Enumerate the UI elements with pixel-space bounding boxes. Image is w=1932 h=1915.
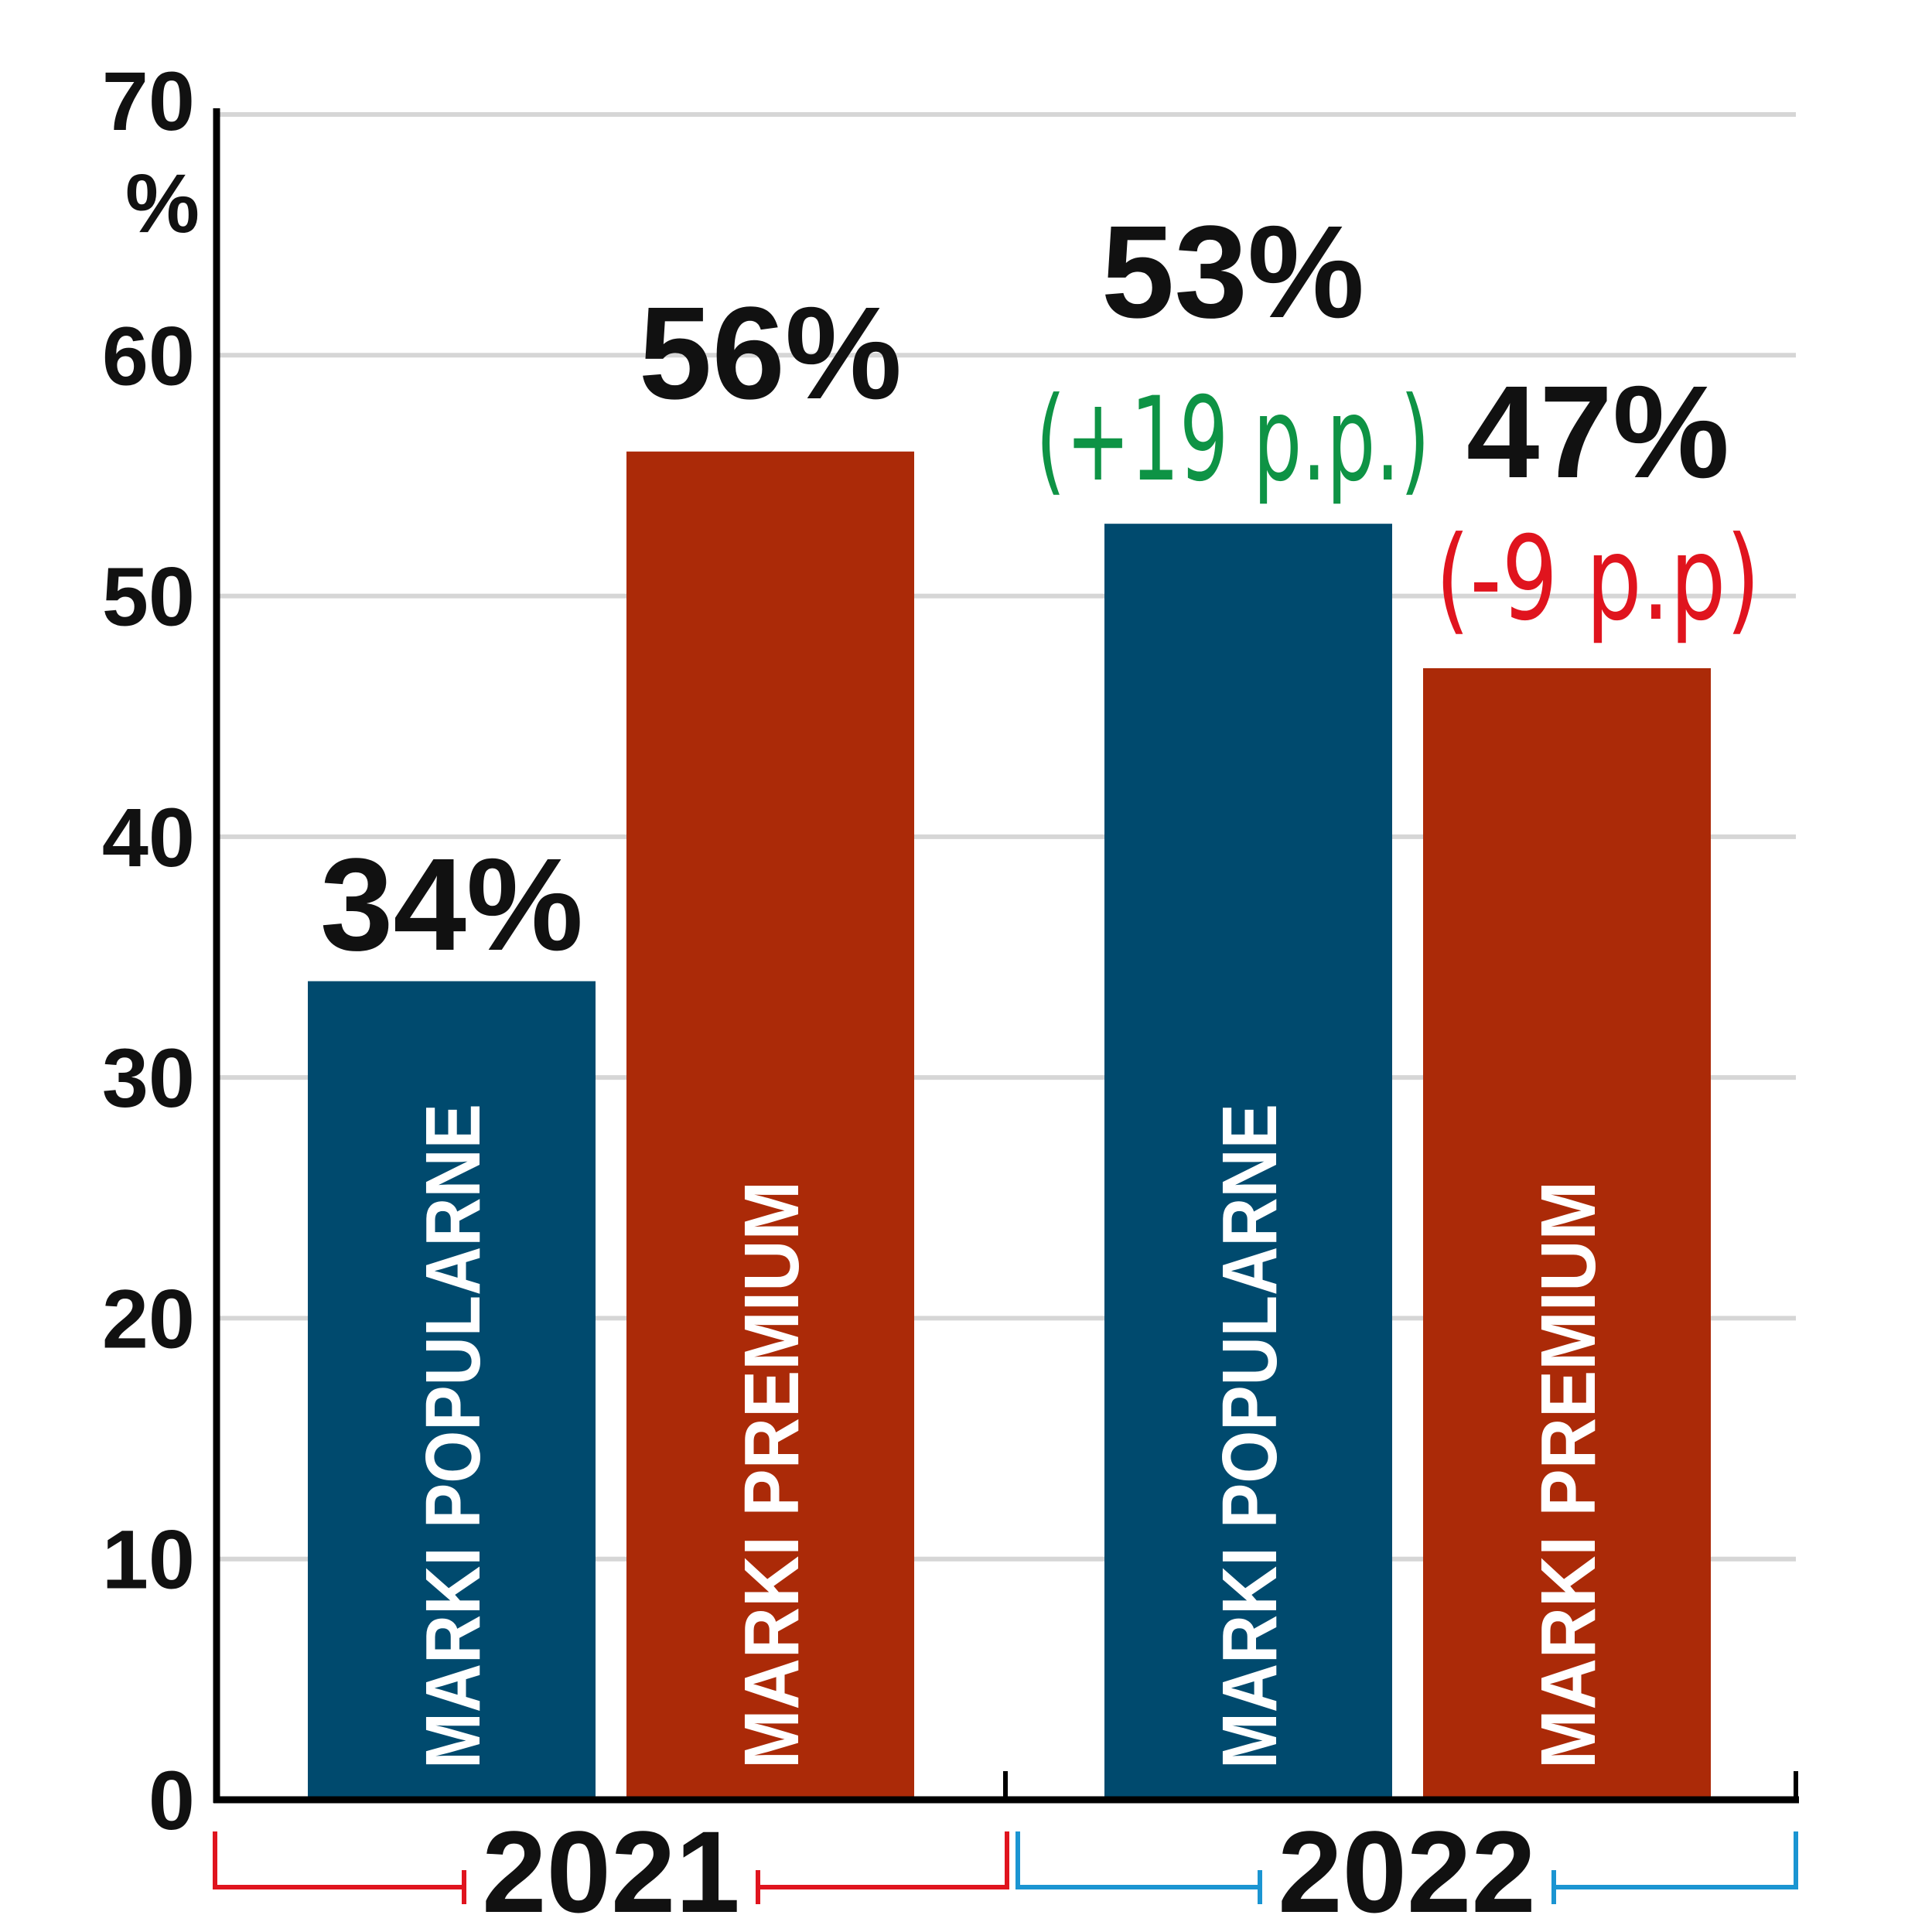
y-tick-labels: 0 10 20 30 40 50 60 70%	[102, 54, 200, 1847]
axes	[213, 108, 1799, 1804]
y-tick-label: 20	[102, 1272, 195, 1365]
y-unit-label: %	[125, 156, 200, 250]
bar-category-label: MARKI PREMIUM	[729, 1181, 815, 1769]
bracket-left-arm	[1015, 1831, 1262, 1904]
y-tick-label: 40	[102, 790, 195, 884]
value-label: 34%	[320, 831, 583, 978]
bracket-2022: 2022	[1015, 1807, 1798, 1915]
bar-category-label: MARKI POPULARNE	[410, 1104, 497, 1769]
bar-2021-popularne	[308, 981, 596, 1800]
value-label: 47%	[1466, 359, 1729, 506]
year-brackets: 2021 2022	[213, 1807, 1798, 1915]
bracket-left-arm	[213, 1831, 466, 1904]
bar-category-label: MARKI POPULARNE	[1207, 1104, 1293, 1769]
value-label: 56%	[639, 280, 902, 427]
bars: MARKI POPULARNE MARKI PREMIUM MARKI POPULA…	[308, 451, 1711, 1800]
bar-2022-premium	[1423, 667, 1711, 1800]
y-tick-label: 50	[102, 550, 195, 643]
y-tick-label: 60	[102, 309, 195, 402]
y-tick-label: 30	[102, 1031, 195, 1125]
bracket-2021: 2021	[213, 1807, 1009, 1915]
data-labels: 34% 56% 53% (+19 p.p.) 47%(-9 p.p)	[320, 199, 1760, 978]
x-group-label: 2021	[482, 1807, 740, 1915]
y-tick-label: 70	[102, 54, 195, 148]
bracket-right-arm	[1551, 1831, 1798, 1904]
y-tick-label: 10	[102, 1513, 195, 1606]
bar-category-label: MARKI PREMIUM	[1525, 1181, 1612, 1769]
bar-2021-premium	[626, 451, 914, 1800]
bar-2022-popularne	[1104, 524, 1392, 1800]
x-group-label: 2022	[1278, 1807, 1536, 1915]
y-tick-label: 0	[148, 1753, 195, 1847]
value-label: 53%	[1101, 199, 1364, 346]
bracket-right-arm	[756, 1831, 1009, 1904]
change-label: (-9 p.p)	[1435, 512, 1760, 647]
change-label: (+19 p.p.)	[1036, 373, 1430, 507]
